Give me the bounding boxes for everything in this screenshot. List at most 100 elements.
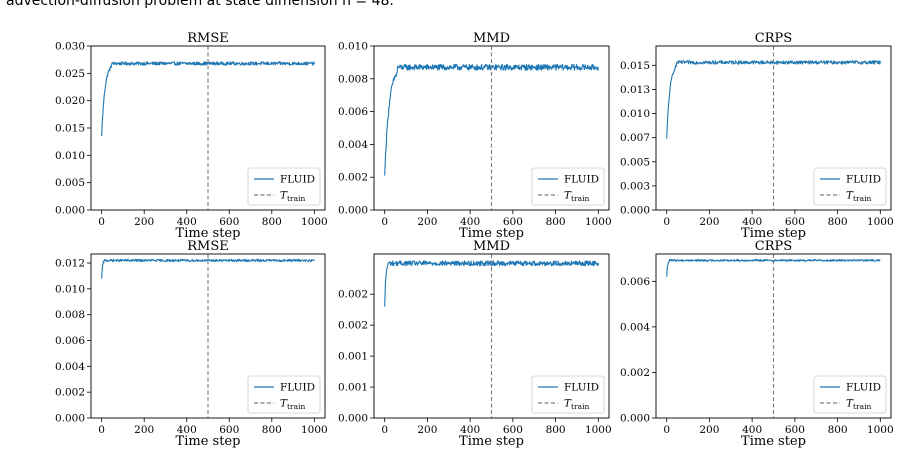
x-tick-label: 800 <box>546 424 566 436</box>
chart-title: CRPS <box>755 31 792 46</box>
x-axis-label: Time step <box>176 434 241 449</box>
x-tick-label: 400 <box>742 424 762 436</box>
legend-label-train: Ttrain <box>280 190 305 204</box>
y-tick-label: 0.010 <box>55 150 85 162</box>
legend-label-fluid: FLUID <box>564 174 599 186</box>
x-tick-label: 0 <box>663 216 670 228</box>
x-tick-label: 600 <box>219 424 239 436</box>
y-tick-label: 0.015 <box>620 60 650 72</box>
y-tick-label: 0.007 <box>620 132 650 144</box>
x-axis-label: Time step <box>459 434 524 449</box>
plot-frame <box>655 45 892 211</box>
x-tick-label: 800 <box>828 216 848 228</box>
legend-label-fluid: FLUID <box>564 382 599 394</box>
legend-label-fluid: FLUID <box>280 382 315 394</box>
x-tick-label: 600 <box>503 424 523 436</box>
legend-box <box>531 167 605 206</box>
y-tick-label: 0.000 <box>55 413 85 425</box>
legend-label-fluid: FLUID <box>280 174 315 186</box>
plot-frame <box>373 253 610 419</box>
chart-title: RMSE <box>187 31 229 46</box>
x-tick-label: 400 <box>460 216 480 228</box>
x-tick-label: 800 <box>828 424 848 436</box>
legend-label-fluid: FLUID <box>846 382 881 394</box>
y-tick-label: 0.006 <box>620 276 650 288</box>
x-tick-label: 0 <box>663 424 670 436</box>
legend-label-train: Ttrain <box>280 398 305 412</box>
y-tick-label: 0.030 <box>55 41 85 53</box>
y-tick-label: 0.000 <box>55 205 85 217</box>
plot-frame <box>373 45 610 211</box>
y-tick-label: 0.006 <box>338 106 368 118</box>
chart-panel-4: RMSE 0 200 400 600 800 1000 Time step 0.000 0.002… <box>55 239 328 449</box>
x-tick-label: 800 <box>262 424 282 436</box>
figure-caption: advection-diffusion problem at state dim… <box>6 0 394 9</box>
x-tick-label: 600 <box>785 424 805 436</box>
x-tick-label: 800 <box>262 216 282 228</box>
chart-title: MMD <box>473 239 510 254</box>
x-axis-label: Time step <box>176 226 241 241</box>
x-axis-label: Time step <box>459 226 524 241</box>
x-tick-label: 0 <box>98 216 105 228</box>
x-tick-label: 1000 <box>585 424 612 436</box>
series-line-fluid <box>384 260 599 307</box>
y-tick-label: 0.010 <box>55 283 85 295</box>
x-tick-label: 1000 <box>867 216 894 228</box>
legend-label-fluid: FLUID <box>846 174 881 186</box>
x-axis-label: Time step <box>741 434 806 449</box>
y-tick-label: 0.000 <box>620 205 650 217</box>
y-tick-label: 0.000 <box>620 413 650 425</box>
legend-box <box>813 167 887 206</box>
y-tick-label: 0.001 <box>338 351 368 363</box>
x-tick-label: 200 <box>417 424 437 436</box>
y-tick-label: 0.008 <box>55 309 85 321</box>
chart-panel-3: CRPS 0 200 400 600 800 1000 Time step 0.000 0.003… <box>620 31 894 241</box>
x-tick-label: 400 <box>177 216 197 228</box>
x-tick-label: 1000 <box>585 216 612 228</box>
x-tick-label: 400 <box>742 216 762 228</box>
y-tick-label: 0.020 <box>55 95 85 107</box>
y-tick-label: 0.006 <box>55 335 85 347</box>
y-tick-label: 0.012 <box>55 258 85 270</box>
y-tick-label: 0.005 <box>55 177 85 189</box>
y-tick-label: 0.010 <box>338 41 368 53</box>
chart-title: CRPS <box>755 239 792 254</box>
x-tick-label: 1000 <box>301 216 328 228</box>
y-tick-label: 0.002 <box>338 289 368 301</box>
y-tick-label: 0.010 <box>620 108 650 120</box>
y-tick-label: 0.002 <box>338 172 368 184</box>
chart-panel-5: MMD 0 200 400 600 800 1000 Time step 0.000 0.001 0… <box>338 239 612 449</box>
x-tick-label: 800 <box>546 216 566 228</box>
x-tick-label: 200 <box>417 216 437 228</box>
plot-frame <box>90 253 326 419</box>
x-tick-label: 0 <box>381 216 388 228</box>
y-tick-label: 0.002 <box>55 387 85 399</box>
y-tick-label: 0.002 <box>620 367 650 379</box>
y-tick-label: 0.013 <box>620 84 650 96</box>
y-tick-label: 0.001 <box>338 382 368 394</box>
series-line-fluid <box>101 258 315 279</box>
y-tick-label: 0.004 <box>338 139 368 151</box>
chart-panel-1: RMSE 0 200 400 600 800 1000 Time step 0.000 0.005… <box>55 31 328 241</box>
plot-frame <box>655 253 892 419</box>
y-tick-label: 0.015 <box>55 123 85 135</box>
y-tick-label: 0.025 <box>55 68 85 80</box>
chart-panel-6: CRPS 0 200 400 600 800 1000 Time step 0.000 0.002… <box>620 239 894 449</box>
x-tick-label: 200 <box>134 424 154 436</box>
x-tick-label: 600 <box>503 216 523 228</box>
y-tick-label: 0.004 <box>620 321 650 333</box>
x-tick-label: 200 <box>699 216 719 228</box>
y-tick-label: 0.002 <box>338 320 368 332</box>
legend-box <box>247 375 321 414</box>
x-tick-label: 200 <box>134 216 154 228</box>
chart-title: MMD <box>473 31 510 46</box>
y-tick-label: 0.000 <box>338 205 368 217</box>
legend-label-train: Ttrain <box>846 190 871 204</box>
x-tick-label: 200 <box>699 424 719 436</box>
plot-frame <box>90 45 326 211</box>
y-tick-label: 0.005 <box>620 156 650 168</box>
x-tick-label: 600 <box>219 216 239 228</box>
x-tick-label: 400 <box>460 424 480 436</box>
x-tick-label: 1000 <box>867 424 894 436</box>
